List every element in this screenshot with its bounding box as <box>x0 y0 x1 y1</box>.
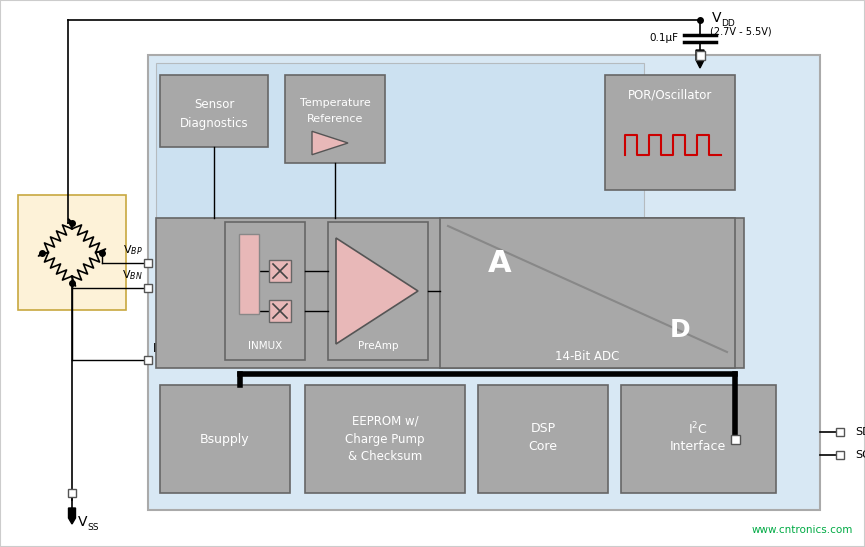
Text: 14-Bit ADC: 14-Bit ADC <box>555 350 619 363</box>
Text: DSP: DSP <box>530 422 555 435</box>
Bar <box>144 356 152 364</box>
Bar <box>239 234 259 314</box>
Bar <box>836 428 844 436</box>
Bar <box>144 284 152 292</box>
Bar <box>269 300 291 322</box>
Bar <box>269 260 291 282</box>
Polygon shape <box>312 131 348 155</box>
Text: A: A <box>488 248 512 277</box>
Bar <box>156 63 644 218</box>
Bar <box>836 451 844 459</box>
Bar <box>160 75 268 147</box>
FancyArrow shape <box>696 50 704 68</box>
Text: DD: DD <box>721 20 734 28</box>
Bar <box>225 222 305 360</box>
Text: Core: Core <box>529 440 558 453</box>
Text: POR/Oscillator: POR/Oscillator <box>628 89 712 102</box>
Bar <box>160 385 290 493</box>
Bar <box>440 218 735 368</box>
Text: V$_{BP}$: V$_{BP}$ <box>124 243 143 257</box>
Text: D: D <box>670 318 690 342</box>
Text: www.cntronics.com: www.cntronics.com <box>752 525 853 535</box>
Text: Bsupply: Bsupply <box>200 433 250 445</box>
Text: I$^{2}$C: I$^{2}$C <box>688 421 708 437</box>
Text: & Checksum: & Checksum <box>348 451 422 463</box>
Bar <box>144 259 152 267</box>
Text: V: V <box>78 515 87 529</box>
Text: SS: SS <box>87 523 99 532</box>
Text: 0.1μF: 0.1μF <box>649 33 678 43</box>
Text: SDA: SDA <box>855 427 865 437</box>
Text: V: V <box>712 11 721 25</box>
FancyArrow shape <box>68 508 75 524</box>
Text: V$_{BN}$: V$_{BN}$ <box>122 268 143 282</box>
Bar <box>621 385 776 493</box>
Text: SCL: SCL <box>855 450 865 460</box>
Text: Sensor: Sensor <box>194 98 234 112</box>
Bar <box>156 218 744 368</box>
Text: PreAmp: PreAmp <box>358 341 398 351</box>
Text: (2.7V - 5.5V): (2.7V - 5.5V) <box>710 27 772 37</box>
Bar <box>18 195 126 310</box>
Text: Diagnostics: Diagnostics <box>180 117 248 130</box>
Bar <box>68 489 76 497</box>
Text: INMUX: INMUX <box>248 341 282 351</box>
Bar <box>328 222 428 360</box>
Bar <box>285 75 385 163</box>
Polygon shape <box>336 238 418 344</box>
Bar <box>305 385 465 493</box>
Bar <box>695 50 704 60</box>
Text: Temperature: Temperature <box>299 98 370 108</box>
Bar <box>478 385 608 493</box>
Bar <box>148 55 820 510</box>
Bar <box>605 75 735 190</box>
Bar <box>731 434 740 444</box>
Text: I: I <box>153 341 157 354</box>
Text: Charge Pump: Charge Pump <box>345 433 425 445</box>
Text: Interface: Interface <box>670 440 726 453</box>
Text: EEPROM w/: EEPROM w/ <box>352 415 419 428</box>
Text: Reference: Reference <box>307 114 363 124</box>
